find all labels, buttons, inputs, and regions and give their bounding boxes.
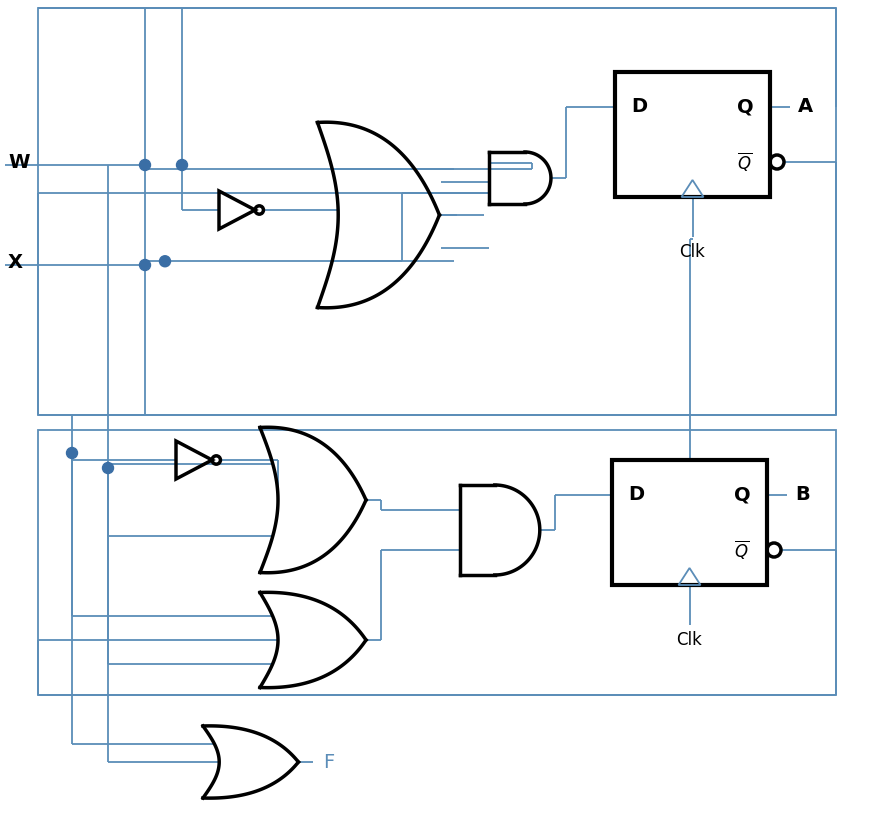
Bar [38, 8, 836, 415]
Bar [615, 72, 770, 197]
Text: F: F [323, 752, 335, 771]
Text: Q: Q [738, 97, 754, 116]
Circle shape [140, 259, 150, 270]
Text: A: A [798, 97, 813, 116]
Circle shape [66, 448, 78, 458]
Text: X: X [8, 254, 23, 273]
Bar [612, 460, 767, 585]
Text: $\overline{Q}$: $\overline{Q}$ [737, 150, 752, 173]
Text: Clk: Clk [680, 243, 705, 261]
Text: $\overline{Q}$: $\overline{Q}$ [734, 539, 749, 562]
Text: D: D [628, 486, 644, 505]
Circle shape [140, 159, 150, 170]
Circle shape [102, 463, 114, 473]
Bar [38, 430, 836, 695]
Circle shape [177, 159, 188, 170]
Text: Clk: Clk [676, 631, 703, 649]
Circle shape [159, 256, 170, 267]
Text: Q: Q [734, 486, 751, 505]
Text: B: B [795, 486, 809, 505]
Text: W: W [8, 154, 30, 173]
Text: D: D [631, 97, 647, 116]
